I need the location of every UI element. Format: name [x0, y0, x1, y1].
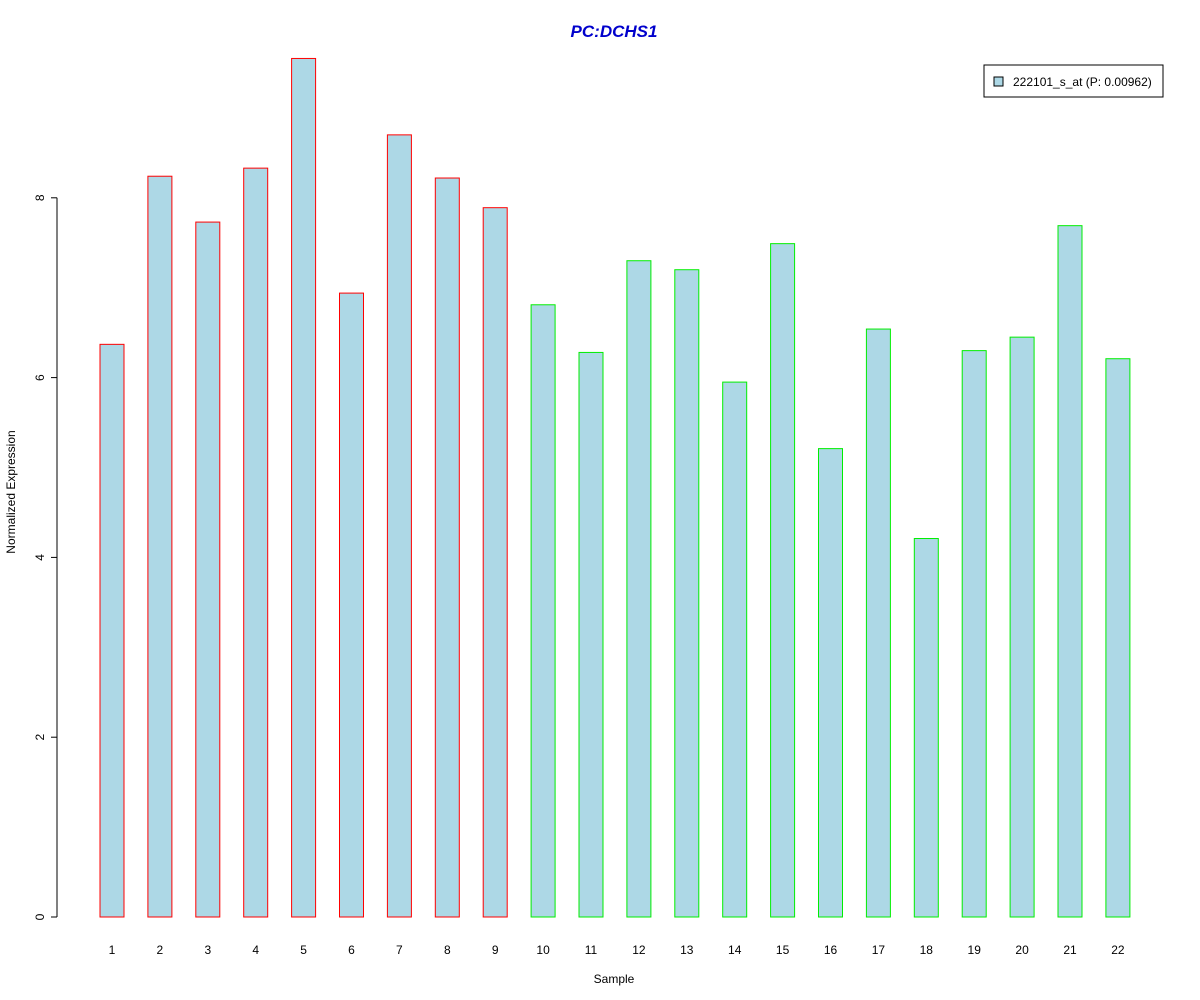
bar	[1105, 358, 1131, 918]
bar	[674, 269, 700, 918]
x-tick-label: 10	[536, 943, 550, 957]
y-tick-label: 2	[33, 734, 47, 741]
bar	[722, 381, 748, 918]
x-tick-label: 6	[348, 943, 355, 957]
bar	[770, 243, 796, 918]
x-tick-label: 12	[632, 943, 646, 957]
bar	[1057, 225, 1083, 918]
x-tick-label: 4	[252, 943, 259, 957]
x-tick-label: 17	[872, 943, 886, 957]
bars-group	[99, 57, 1131, 918]
x-tick-label: 22	[1111, 943, 1125, 957]
x-tick-label: 18	[920, 943, 934, 957]
x-tick-label: 9	[492, 943, 499, 957]
x-axis-title: Sample	[594, 972, 635, 986]
bar	[339, 292, 364, 918]
x-tick-labels: 1 2 3 4 5 6 7 8 9 10 11 12 13 14 15 16 17 18 19 20 21 22	[109, 943, 1125, 957]
x-tick-label: 14	[728, 943, 742, 957]
bar	[434, 177, 460, 918]
bar	[99, 343, 125, 918]
bar	[530, 304, 556, 918]
legend: 222101_s_at (P: 0.00962)	[983, 64, 1164, 98]
y-axis: 0 2 4 6 8	[33, 194, 58, 920]
x-tick-label: 5	[300, 943, 307, 957]
legend-label: 222101_s_at (P: 0.00962)	[1013, 75, 1152, 89]
y-tick-label: 8	[33, 194, 47, 201]
y-axis-title: Normalized Expression	[4, 430, 18, 553]
x-tick-label: 2	[157, 943, 164, 957]
x-tick-label: 16	[824, 943, 838, 957]
x-tick-label: 8	[444, 943, 451, 957]
x-tick-label: 3	[204, 943, 211, 957]
x-tick-label: 21	[1063, 943, 1077, 957]
legend-box	[983, 64, 1164, 98]
x-tick-label: 1	[109, 943, 116, 957]
bar	[195, 221, 221, 918]
bar	[865, 328, 891, 918]
x-tick-label: 11	[585, 943, 598, 957]
bar	[578, 351, 604, 918]
bar	[818, 448, 843, 918]
x-tick-label: 20	[1015, 943, 1029, 957]
x-tick-label: 7	[396, 943, 403, 957]
y-tick-label: 4	[33, 554, 47, 561]
bar	[626, 260, 652, 918]
bar	[961, 350, 987, 918]
x-tick-label: 13	[680, 943, 694, 957]
bar	[482, 207, 508, 918]
bar	[386, 134, 412, 918]
x-tick-label: 19	[968, 943, 982, 957]
bar	[147, 175, 173, 918]
bar	[243, 167, 269, 918]
chart-title: PC:DCHS1	[571, 22, 658, 41]
y-tick-label: 6	[33, 374, 47, 381]
legend-swatch	[993, 76, 1004, 87]
bar	[291, 57, 317, 918]
bar	[1009, 336, 1035, 918]
x-tick-label: 15	[776, 943, 790, 957]
y-tick-label: 0	[33, 913, 47, 920]
bar	[913, 538, 939, 918]
